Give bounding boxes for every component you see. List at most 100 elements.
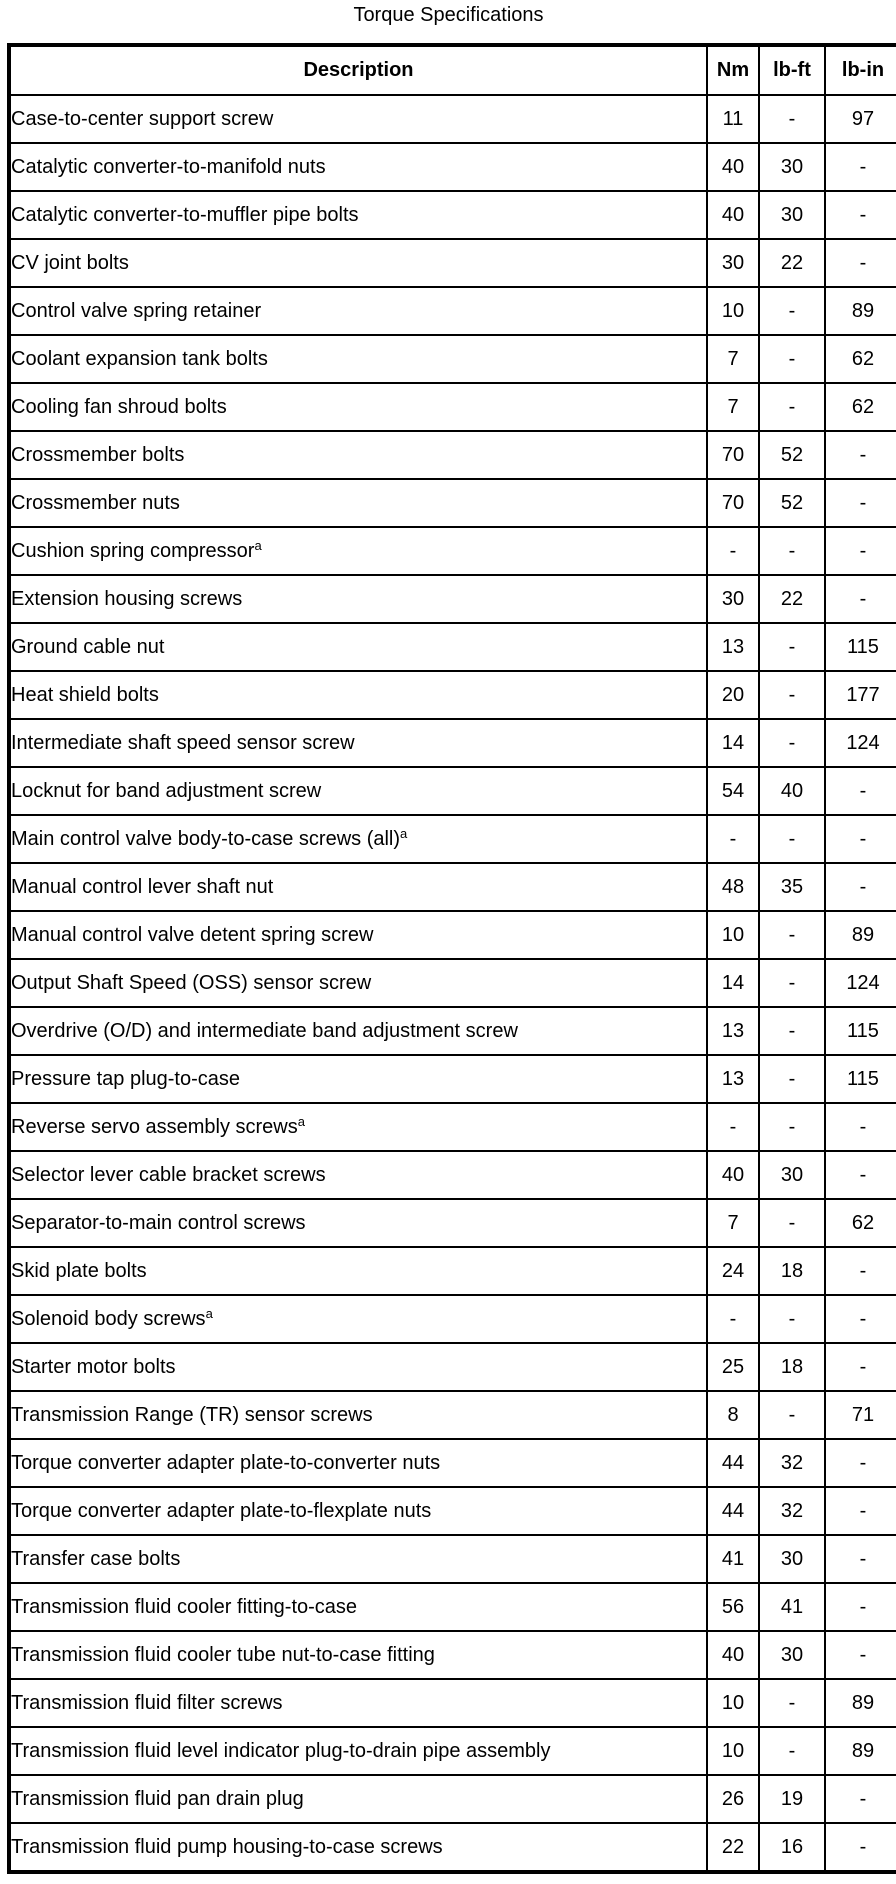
lb-in-cell: -: [824, 1582, 896, 1632]
footnote-marker: a: [400, 825, 408, 841]
nm-cell: 48: [706, 862, 760, 912]
description-cell: Manual control valve detent spring screw: [8, 910, 708, 960]
table-row: Selector lever cable bracket screws 40 30-: [8, 1150, 896, 1200]
description-cell: Control valve spring retainer: [8, 286, 708, 336]
lb-in-cell: -: [824, 142, 896, 192]
lb-ft-cell: 32: [758, 1438, 826, 1488]
lb-in-cell: 71: [824, 1390, 896, 1440]
lb-ft-cell: 30: [758, 190, 826, 240]
nm-cell: 8: [706, 1390, 760, 1440]
description-cell: Crossmember nuts: [8, 478, 708, 528]
footnote-marker: a: [205, 1305, 213, 1321]
column-header-lb-ft: lb-ft: [758, 44, 826, 96]
footnote-marker: a: [297, 1113, 305, 1129]
nm-cell: 11: [706, 94, 760, 144]
nm-cell: 54: [706, 766, 760, 816]
nm-cell: -: [706, 1294, 760, 1344]
lb-ft-cell: -: [758, 1294, 826, 1344]
table-row: Torque converter adapter plate-to-conver…: [8, 1438, 896, 1488]
lb-in-cell: -: [824, 1246, 896, 1296]
description-cell: Case-to-center support screw: [8, 94, 708, 144]
column-header-lb-in: lb-in: [824, 44, 896, 96]
lb-ft-cell: 30: [758, 1534, 826, 1584]
lb-ft-cell: -: [758, 286, 826, 336]
lb-ft-cell: -: [758, 526, 826, 576]
description-cell: Separator-to-main control screws: [8, 1198, 708, 1248]
lb-in-cell: 89: [824, 1726, 896, 1776]
lb-ft-cell: 18: [758, 1342, 826, 1392]
nm-cell: 13: [706, 622, 760, 672]
description-cell: CV joint bolts: [8, 238, 708, 288]
table-row: Ground cable nut 13-115: [8, 622, 896, 672]
table-row: Transfer case bolts 41 30-: [8, 1534, 896, 1584]
description-cell: Locknut for band adjustment screw: [8, 766, 708, 816]
nm-cell: 7: [706, 1198, 760, 1248]
description-cell: Output Shaft Speed (OSS) sensor screw: [8, 958, 708, 1008]
description-cell: Main control valve body-to-case screws (…: [8, 814, 708, 864]
table-row: Transmission fluid pump housing-to-case …: [8, 1822, 896, 1873]
column-header-nm: Nm: [706, 44, 760, 96]
table-row: CV joint bolts 30 22-: [8, 238, 896, 288]
lb-in-cell: -: [824, 478, 896, 528]
torque-spec-table: Description Nm lb-ft lb-in Case-to-cente…: [7, 43, 896, 1874]
lb-ft-cell: 22: [758, 238, 826, 288]
description-cell: Crossmember bolts: [8, 430, 708, 480]
lb-in-cell: 89: [824, 910, 896, 960]
nm-cell: 10: [706, 910, 760, 960]
table-row: Control valve spring retainer 10-89: [8, 286, 896, 336]
lb-ft-cell: 52: [758, 478, 826, 528]
lb-ft-cell: -: [758, 910, 826, 960]
table-row: Intermediate shaft speed sensor screw 14-…: [8, 718, 896, 768]
lb-in-cell: 89: [824, 1678, 896, 1728]
lb-in-cell: -: [824, 190, 896, 240]
table-header: Description Nm lb-ft lb-in: [8, 44, 896, 96]
lb-in-cell: 62: [824, 1198, 896, 1248]
description-cell: Selector lever cable bracket screws: [8, 1150, 708, 1200]
table-row: Skid plate bolts 24 18-: [8, 1246, 896, 1296]
lb-ft-cell: -: [758, 334, 826, 384]
lb-in-cell: -: [824, 1438, 896, 1488]
header-row: Description Nm lb-ft lb-in: [8, 44, 896, 96]
lb-ft-cell: 30: [758, 142, 826, 192]
table-row: Transmission fluid cooler fitting-to-cas…: [8, 1582, 896, 1632]
description-cell: Transmission Range (TR) sensor screws: [8, 1390, 708, 1440]
nm-cell: 26: [706, 1774, 760, 1824]
nm-cell: 20: [706, 670, 760, 720]
lb-ft-cell: 52: [758, 430, 826, 480]
nm-cell: 14: [706, 958, 760, 1008]
lb-ft-cell: -: [758, 814, 826, 864]
column-header-description: Description: [8, 44, 708, 96]
nm-cell: -: [706, 526, 760, 576]
description-cell: Solenoid body screwsa: [8, 1294, 708, 1344]
lb-ft-cell: 30: [758, 1150, 826, 1200]
lb-ft-cell: -: [758, 718, 826, 768]
table-row: Starter motor bolts 25 18-: [8, 1342, 896, 1392]
lb-ft-cell: 18: [758, 1246, 826, 1296]
description-cell: Skid plate bolts: [8, 1246, 708, 1296]
description-cell: Transfer case bolts: [8, 1534, 708, 1584]
lb-in-cell: -: [824, 862, 896, 912]
lb-ft-cell: 22: [758, 574, 826, 624]
lb-in-cell: -: [824, 1102, 896, 1152]
table-row: Transmission fluid level indicator plug-…: [8, 1726, 896, 1776]
lb-ft-cell: -: [758, 1198, 826, 1248]
table-row: Crossmember nuts 70 52-: [8, 478, 896, 528]
lb-in-cell: 115: [824, 1006, 896, 1056]
lb-in-cell: -: [824, 766, 896, 816]
lb-in-cell: -: [824, 526, 896, 576]
table-row: Case-to-center support screw 11-97: [8, 94, 896, 144]
nm-cell: -: [706, 1102, 760, 1152]
lb-in-cell: -: [824, 1630, 896, 1680]
nm-cell: 13: [706, 1006, 760, 1056]
lb-in-cell: 115: [824, 1054, 896, 1104]
description-cell: Transmission fluid cooler tube nut-to-ca…: [8, 1630, 708, 1680]
lb-ft-cell: -: [758, 670, 826, 720]
table-row: Separator-to-main control screws 7-62: [8, 1198, 896, 1248]
lb-in-cell: 62: [824, 382, 896, 432]
lb-ft-cell: -: [758, 622, 826, 672]
lb-in-cell: -: [824, 1534, 896, 1584]
table-row: Overdrive (O/D) and intermediate band ad…: [8, 1006, 896, 1056]
nm-cell: 44: [706, 1438, 760, 1488]
lb-in-cell: -: [824, 574, 896, 624]
